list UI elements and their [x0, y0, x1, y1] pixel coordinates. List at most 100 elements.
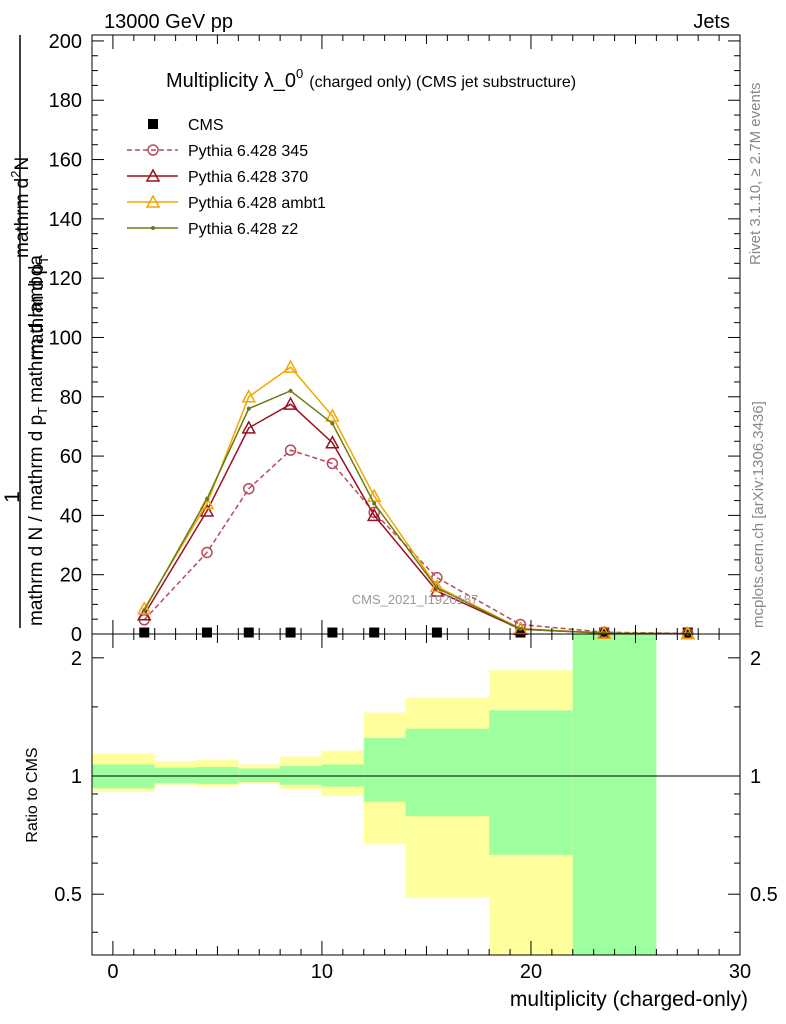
data-point	[241, 420, 257, 434]
data-point	[368, 506, 380, 519]
data-point	[201, 546, 213, 559]
ratio-tick-label: 0.5	[54, 884, 82, 906]
side-label-mcplots: mcplots.cern.ch [arXiv:1306.3436]	[750, 401, 767, 628]
y-tick-label: 80	[60, 387, 82, 409]
legend-item: Pythia 6.428 345	[127, 143, 308, 160]
data-point	[139, 627, 150, 638]
x-tick-label: 0	[107, 961, 118, 983]
data-point	[518, 626, 523, 631]
data-point	[431, 571, 443, 584]
data-point	[431, 627, 442, 638]
data-point	[284, 444, 297, 456]
legend-label: Pythia 6.428 ambt1	[188, 195, 326, 212]
plot-title: Multiplicity λ_00 (charged only) (CMS jet…	[166, 66, 576, 92]
ratio-tick-label-right: 1	[750, 766, 761, 788]
y-tick-label: 0	[71, 624, 82, 646]
process-label: Jets	[693, 11, 730, 33]
legend: CMS Pythia 6.428 345 Pythia 6.428 370 Pythi…	[127, 117, 326, 238]
data-point	[288, 388, 293, 393]
data-point	[136, 601, 152, 615]
data-point	[148, 119, 158, 129]
data-point	[283, 396, 298, 410]
ratio-tick-label: 2	[71, 648, 82, 670]
legend-item: CMS	[148, 117, 224, 134]
ratio-band-stat	[280, 766, 322, 785]
x-tick-label: 30	[729, 961, 751, 983]
data-point	[326, 457, 339, 470]
data-point	[145, 194, 161, 208]
legend-label: Pythia 6.428 345	[188, 143, 308, 160]
ratio-band-stat	[238, 768, 281, 783]
ratio-band-stat	[196, 766, 239, 784]
data-point	[366, 488, 382, 502]
legend-item: Pythia 6.428 z2	[127, 221, 298, 238]
data-point	[429, 578, 445, 593]
plot-title-sub: (charged only) (CMS jet substructure)	[309, 74, 576, 91]
plot-title-main: Multiplicity λ_0	[166, 70, 296, 92]
data-point	[327, 627, 338, 638]
series-line	[143, 389, 688, 635]
ylabel-inner-denominator: mathrm d pT	[27, 256, 51, 360]
data-point	[204, 497, 209, 502]
y-axis-label: 1 mathrm d N / mathrm d pTmathrm d lambd…	[1, 35, 51, 628]
ratio-plot-frame	[91, 633, 741, 956]
data-point	[201, 627, 212, 638]
series-group	[136, 359, 696, 640]
ratio-tick-label-right: 2	[750, 648, 761, 670]
ylabel-numerator: 1	[1, 491, 24, 503]
ratio-tick-label-right: 0.5	[750, 884, 778, 906]
watermark: CMS_2021_I1920187	[352, 592, 479, 607]
y-tick-label: 140	[49, 209, 82, 231]
ylabel-inner-numerator: mathrm d2N	[8, 157, 33, 258]
data-point	[283, 359, 298, 373]
data-point	[151, 226, 155, 230]
y-tick-label: 160	[49, 150, 82, 172]
data-point	[241, 389, 257, 403]
data-point	[366, 507, 382, 522]
data-point	[369, 627, 380, 638]
ratio-band-stat	[154, 767, 197, 783]
data-point	[434, 586, 439, 591]
data-point	[199, 503, 215, 517]
data-point	[142, 608, 147, 613]
ratio-band-stat	[572, 634, 657, 955]
y-tick-label: 200	[49, 31, 82, 53]
data-point	[246, 406, 251, 411]
x-tick-label: 10	[311, 961, 333, 983]
legend-item: Pythia 6.428 ambt1	[127, 194, 326, 212]
data-point	[325, 435, 340, 449]
data-point	[145, 168, 161, 182]
ratio-band-stat	[363, 737, 406, 802]
legend-item: Pythia 6.428 370	[127, 168, 308, 186]
y-tick-label: 120	[49, 268, 82, 290]
data-point	[515, 627, 526, 638]
data-point	[330, 421, 335, 426]
series-1	[138, 444, 694, 640]
ratio-y-label: Ratio to CMS	[24, 747, 41, 842]
x-axis-label: multiplicity (charged-only)	[510, 988, 748, 1011]
ratio-bands	[92, 634, 657, 955]
data-point	[325, 408, 340, 422]
legend-label: Pythia 6.428 370	[188, 169, 308, 186]
y-tick-label: 20	[60, 565, 82, 587]
legend-label: CMS	[188, 117, 224, 134]
data-point	[243, 482, 255, 495]
data-point	[602, 631, 607, 636]
x-tick-label: 20	[520, 961, 542, 983]
ratio-band-stat	[405, 728, 490, 817]
data-point	[372, 501, 377, 506]
data-point	[243, 627, 254, 638]
data-point	[147, 144, 159, 156]
plot-title-sup: 0	[296, 66, 303, 81]
data-point	[285, 627, 296, 638]
data-point	[429, 583, 445, 597]
ratio-band-stat	[489, 710, 573, 855]
y-tick-label: 40	[60, 505, 82, 527]
y-tick-label: 180	[49, 90, 82, 112]
energy-label: 13000 GeV pp	[104, 11, 233, 33]
ratio-tick-label: 1	[71, 766, 82, 788]
y-tick-label: 100	[49, 327, 82, 349]
ylabel-denominator: mathrm d N / mathrm d pTmathrm d lambda	[26, 255, 50, 626]
